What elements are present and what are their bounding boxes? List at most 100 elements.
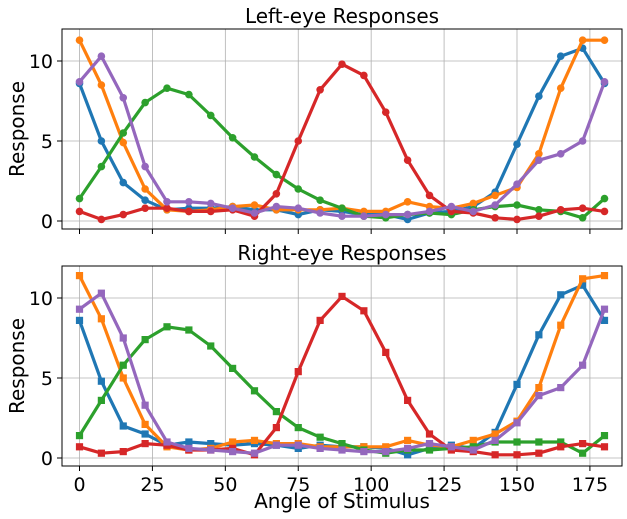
right-eye-series-green-point: [338, 440, 346, 448]
left-eye-series-red-point: [119, 210, 128, 219]
left-eye-series-purple-point: [97, 52, 106, 60]
right-eye-series-purple-point: [207, 446, 215, 454]
right-eye-xtick-label: 75: [286, 474, 310, 496]
left-eye-series-blue-point: [535, 92, 543, 100]
right-eye-series-purple-point: [404, 444, 412, 452]
left-eye-series-red-point: [272, 190, 281, 198]
right-eye-series-orange-point: [75, 272, 84, 280]
right-eye-series-green-point: [579, 449, 587, 457]
right-eye-series-red-point: [557, 443, 565, 451]
right-eye-series-green-line: [77, 325, 607, 455]
left-eye-series-purple-point: [425, 207, 434, 216]
left-eye-series-blue: [75, 44, 609, 224]
right-eye-series-orange-point: [119, 374, 127, 382]
left-eye-series-purple-point: [228, 204, 237, 212]
right-eye-xtick-label: 25: [140, 474, 164, 496]
right-eye-series-red-line: [77, 294, 607, 457]
left-eye-series-purple-point: [535, 156, 543, 164]
right-eye-series-purple-point: [163, 438, 171, 446]
left-eye-series-purple-point: [447, 202, 456, 211]
left-eye-series-orange-point: [491, 191, 499, 200]
left-eye-series-orange-point: [578, 36, 587, 44]
left-eye-series-orange-point: [75, 36, 84, 44]
left-eye-series-red-point: [578, 204, 587, 212]
right-eye-series-orange-point: [469, 436, 477, 444]
right-eye-series-red-point: [119, 448, 127, 456]
left-eye-series-red-point: [316, 86, 324, 94]
left-eye-ylabel: Response: [5, 81, 29, 177]
left-eye-series-purple-point: [250, 209, 259, 217]
right-eye-axes: 0 25 50 75 100 125 150 175 0 5 10: [29, 265, 623, 496]
right-eye-series-red-point: [513, 451, 521, 459]
left-eye-ytick-label: 10: [29, 51, 53, 73]
left-eye-series-purple-point: [469, 207, 478, 216]
left-eye-series-orange-point: [535, 150, 543, 158]
left-eye-series-red-point: [141, 204, 149, 212]
left-eye-series-orange-point: [141, 185, 149, 193]
right-eye-series-blue-point: [404, 451, 412, 459]
right-eye-xtick-label: 100: [353, 474, 389, 496]
right-eye-xtick-label: 150: [499, 474, 535, 496]
left-eye-series-blue-point: [141, 196, 149, 204]
left-eye-series-red-point: [425, 191, 434, 200]
left-eye-series-purple-point: [185, 198, 193, 206]
right-eye-series-purple-line: [77, 291, 607, 455]
right-eye-series-orange-point: [600, 272, 609, 280]
right-eye-series-green-point: [229, 364, 237, 372]
right-eye-series-purple-point: [557, 384, 565, 392]
right-eye-series-red-point: [382, 348, 390, 356]
left-eye-series-red-line: [77, 62, 607, 221]
right-eye-series-orange-point: [141, 420, 149, 428]
right-eye-series-green-point: [425, 446, 434, 454]
left-eye-series-green-point: [578, 214, 587, 222]
left-eye-series-purple-point: [381, 210, 390, 219]
right-eye-series-purple-point: [141, 401, 149, 409]
right-eye-series-blue-point: [97, 377, 105, 385]
right-eye-series-purple-point: [229, 448, 237, 456]
right-eye-title: Right-eye Responses: [237, 241, 446, 265]
right-eye-axes-frame: [61, 265, 623, 467]
right-eye-series-orange-point: [404, 436, 412, 444]
right-eye-series-blue-point: [141, 430, 149, 438]
right-eye-series-green-point: [141, 336, 149, 344]
right-eye-series-green-point: [119, 361, 127, 369]
right-eye-series-purple-point: [491, 436, 499, 444]
left-eye-series-purple-point: [163, 198, 171, 206]
right-eye-xtick-label: 125: [426, 474, 462, 496]
right-eye-series-red-point: [272, 424, 280, 432]
left-eye-series-purple-point: [578, 137, 587, 145]
right-eye-series-green-point: [207, 342, 215, 350]
right-eye-series-purple-point: [119, 334, 127, 342]
right-eye-panel: Right-eye Responses 0 25 50 75 100 125 150 1750…: [5, 241, 623, 513]
left-eye-series-green-point: [163, 84, 171, 92]
left-eye-series-purple-point: [491, 201, 499, 209]
left-eye-series-blue-point: [513, 140, 521, 148]
left-eye-ytick-label: 0: [41, 211, 53, 233]
left-eye-series-green-point: [228, 134, 237, 142]
left-eye-ytick-label: 5: [41, 131, 53, 153]
left-eye-series-purple-point: [556, 150, 565, 158]
left-eye-series-blue-point: [97, 137, 106, 145]
right-eye-series-orange-point: [491, 430, 499, 438]
left-eye-series-green-point: [600, 194, 609, 203]
right-eye-series-green-point: [185, 326, 193, 334]
left-eye-series-blue-point: [119, 178, 128, 187]
left-eye-series-purple-point: [338, 212, 346, 220]
right-eye-series-red-point: [141, 440, 149, 448]
right-eye-series-green-point: [535, 438, 543, 446]
left-eye-series-green-point: [513, 201, 521, 209]
right-eye-series-purple-point: [97, 289, 105, 297]
right-eye-series-purple: [75, 289, 609, 457]
right-eye-xtick-label: 175: [572, 474, 608, 496]
left-eye-series-red-point: [513, 215, 521, 224]
right-eye-series-purple-point: [513, 419, 521, 427]
right-eye-series-green-point: [97, 396, 105, 404]
left-eye-series-orange-point: [250, 201, 259, 209]
right-eye-series-orange-point: [382, 443, 390, 451]
right-eye-series-red-point: [425, 430, 434, 438]
right-eye-series-green-point: [513, 438, 521, 446]
right-eye-series-orange-point: [579, 275, 587, 283]
left-eye-panel: Left-eye Responses 0 5 10 Response: [5, 4, 623, 234]
right-eye-series-orange-point: [250, 436, 259, 444]
